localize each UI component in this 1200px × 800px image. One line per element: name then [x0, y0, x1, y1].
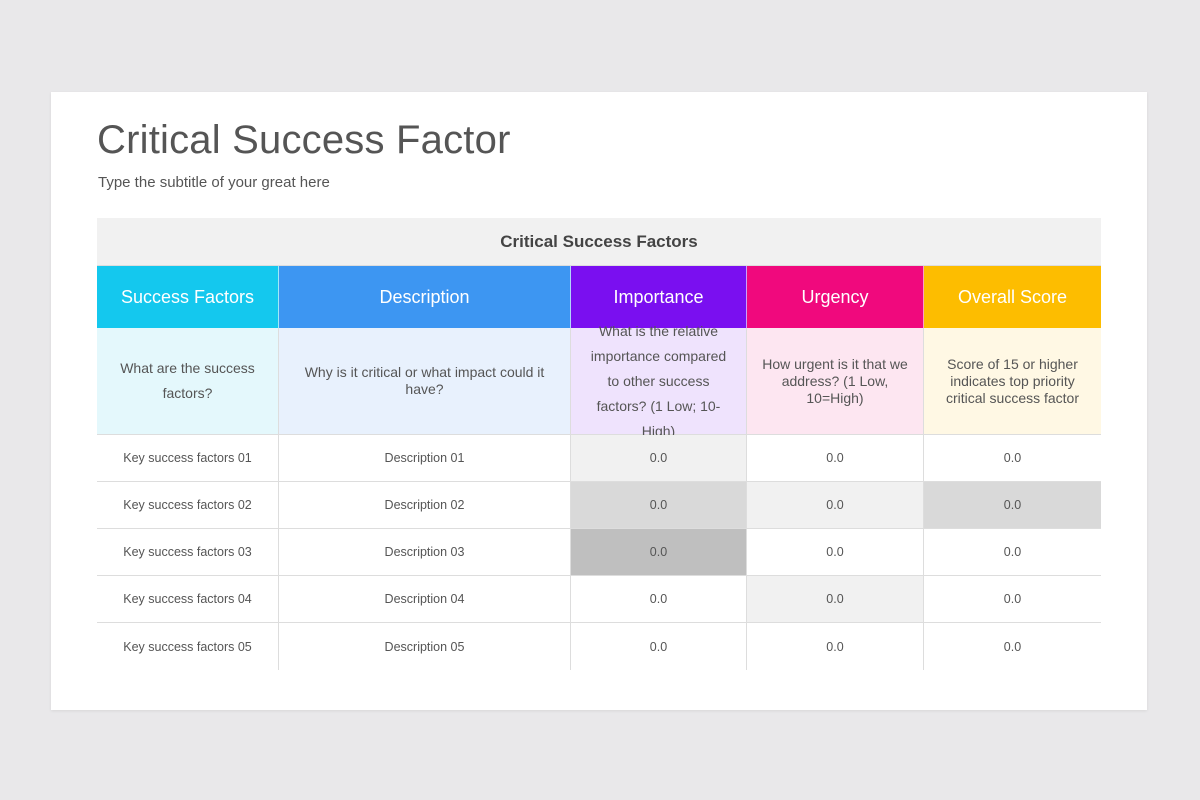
slide: Critical Success Factor Type the subtitl…: [51, 92, 1147, 710]
cell-importance: 0.0: [571, 623, 747, 670]
table-caption: Critical Success Factors: [97, 218, 1101, 266]
header-success-factors: Success Factors: [97, 266, 279, 328]
cell-overall-score: 0.0: [924, 529, 1101, 576]
description-description: Why is it critical or what impact could …: [279, 328, 571, 435]
cell-urgency: 0.0: [747, 529, 924, 576]
cell-importance: 0.0: [571, 576, 747, 623]
header-overall-score: Overall Score: [924, 266, 1101, 328]
table-row: Key success factors 03 Description 03 0.…: [97, 529, 1101, 576]
header-importance: Importance: [571, 266, 747, 328]
cell-overall-score: 0.0: [924, 623, 1101, 670]
cell-overall-score: 0.0: [924, 482, 1101, 529]
header-urgency: Urgency: [747, 266, 924, 328]
cell-urgency: 0.0: [747, 435, 924, 482]
description-overall-score: Score of 15 or higher indicates top prio…: [924, 328, 1101, 435]
table-description-row: What are the success factors? Why is it …: [97, 323, 1101, 439]
cell-description: Description 03: [279, 529, 571, 576]
cell-importance: 0.0: [571, 435, 747, 482]
cell-success-factor: Key success factors 01: [97, 435, 279, 482]
description-urgency: How urgent is it that we address? (1 Low…: [747, 328, 924, 435]
slide-title: Critical Success Factor: [97, 118, 511, 162]
cell-description: Description 04: [279, 576, 571, 623]
description-importance: What is the relative importance compared…: [571, 323, 747, 439]
header-description: Description: [279, 266, 571, 328]
cell-overall-score: 0.0: [924, 576, 1101, 623]
cell-success-factor: Key success factors 02: [97, 482, 279, 529]
cell-description: Description 02: [279, 482, 571, 529]
table-row: Key success factors 05 Description 05 0.…: [97, 623, 1101, 670]
cell-importance: 0.0: [571, 482, 747, 529]
cell-importance: 0.0: [571, 529, 747, 576]
table-row: Key success factors 01 Description 01 0.…: [97, 435, 1101, 482]
table-header-row: Success Factors Description Importance U…: [97, 266, 1101, 328]
slide-subtitle: Type the subtitle of your great here: [98, 174, 330, 191]
critical-success-factors-table: Critical Success Factors Success Factors…: [97, 218, 1101, 670]
cell-urgency: 0.0: [747, 623, 924, 670]
cell-success-factor: Key success factors 04: [97, 576, 279, 623]
cell-description: Description 05: [279, 623, 571, 670]
cell-success-factor: Key success factors 03: [97, 529, 279, 576]
cell-urgency: 0.0: [747, 576, 924, 623]
table-row: Key success factors 02 Description 02 0.…: [97, 482, 1101, 529]
cell-urgency: 0.0: [747, 482, 924, 529]
cell-overall-score: 0.0: [924, 435, 1101, 482]
table-row: Key success factors 04 Description 04 0.…: [97, 576, 1101, 623]
cell-description: Description 01: [279, 435, 571, 482]
description-success-factors: What are the success factors?: [97, 328, 279, 435]
cell-success-factor: Key success factors 05: [97, 623, 279, 670]
